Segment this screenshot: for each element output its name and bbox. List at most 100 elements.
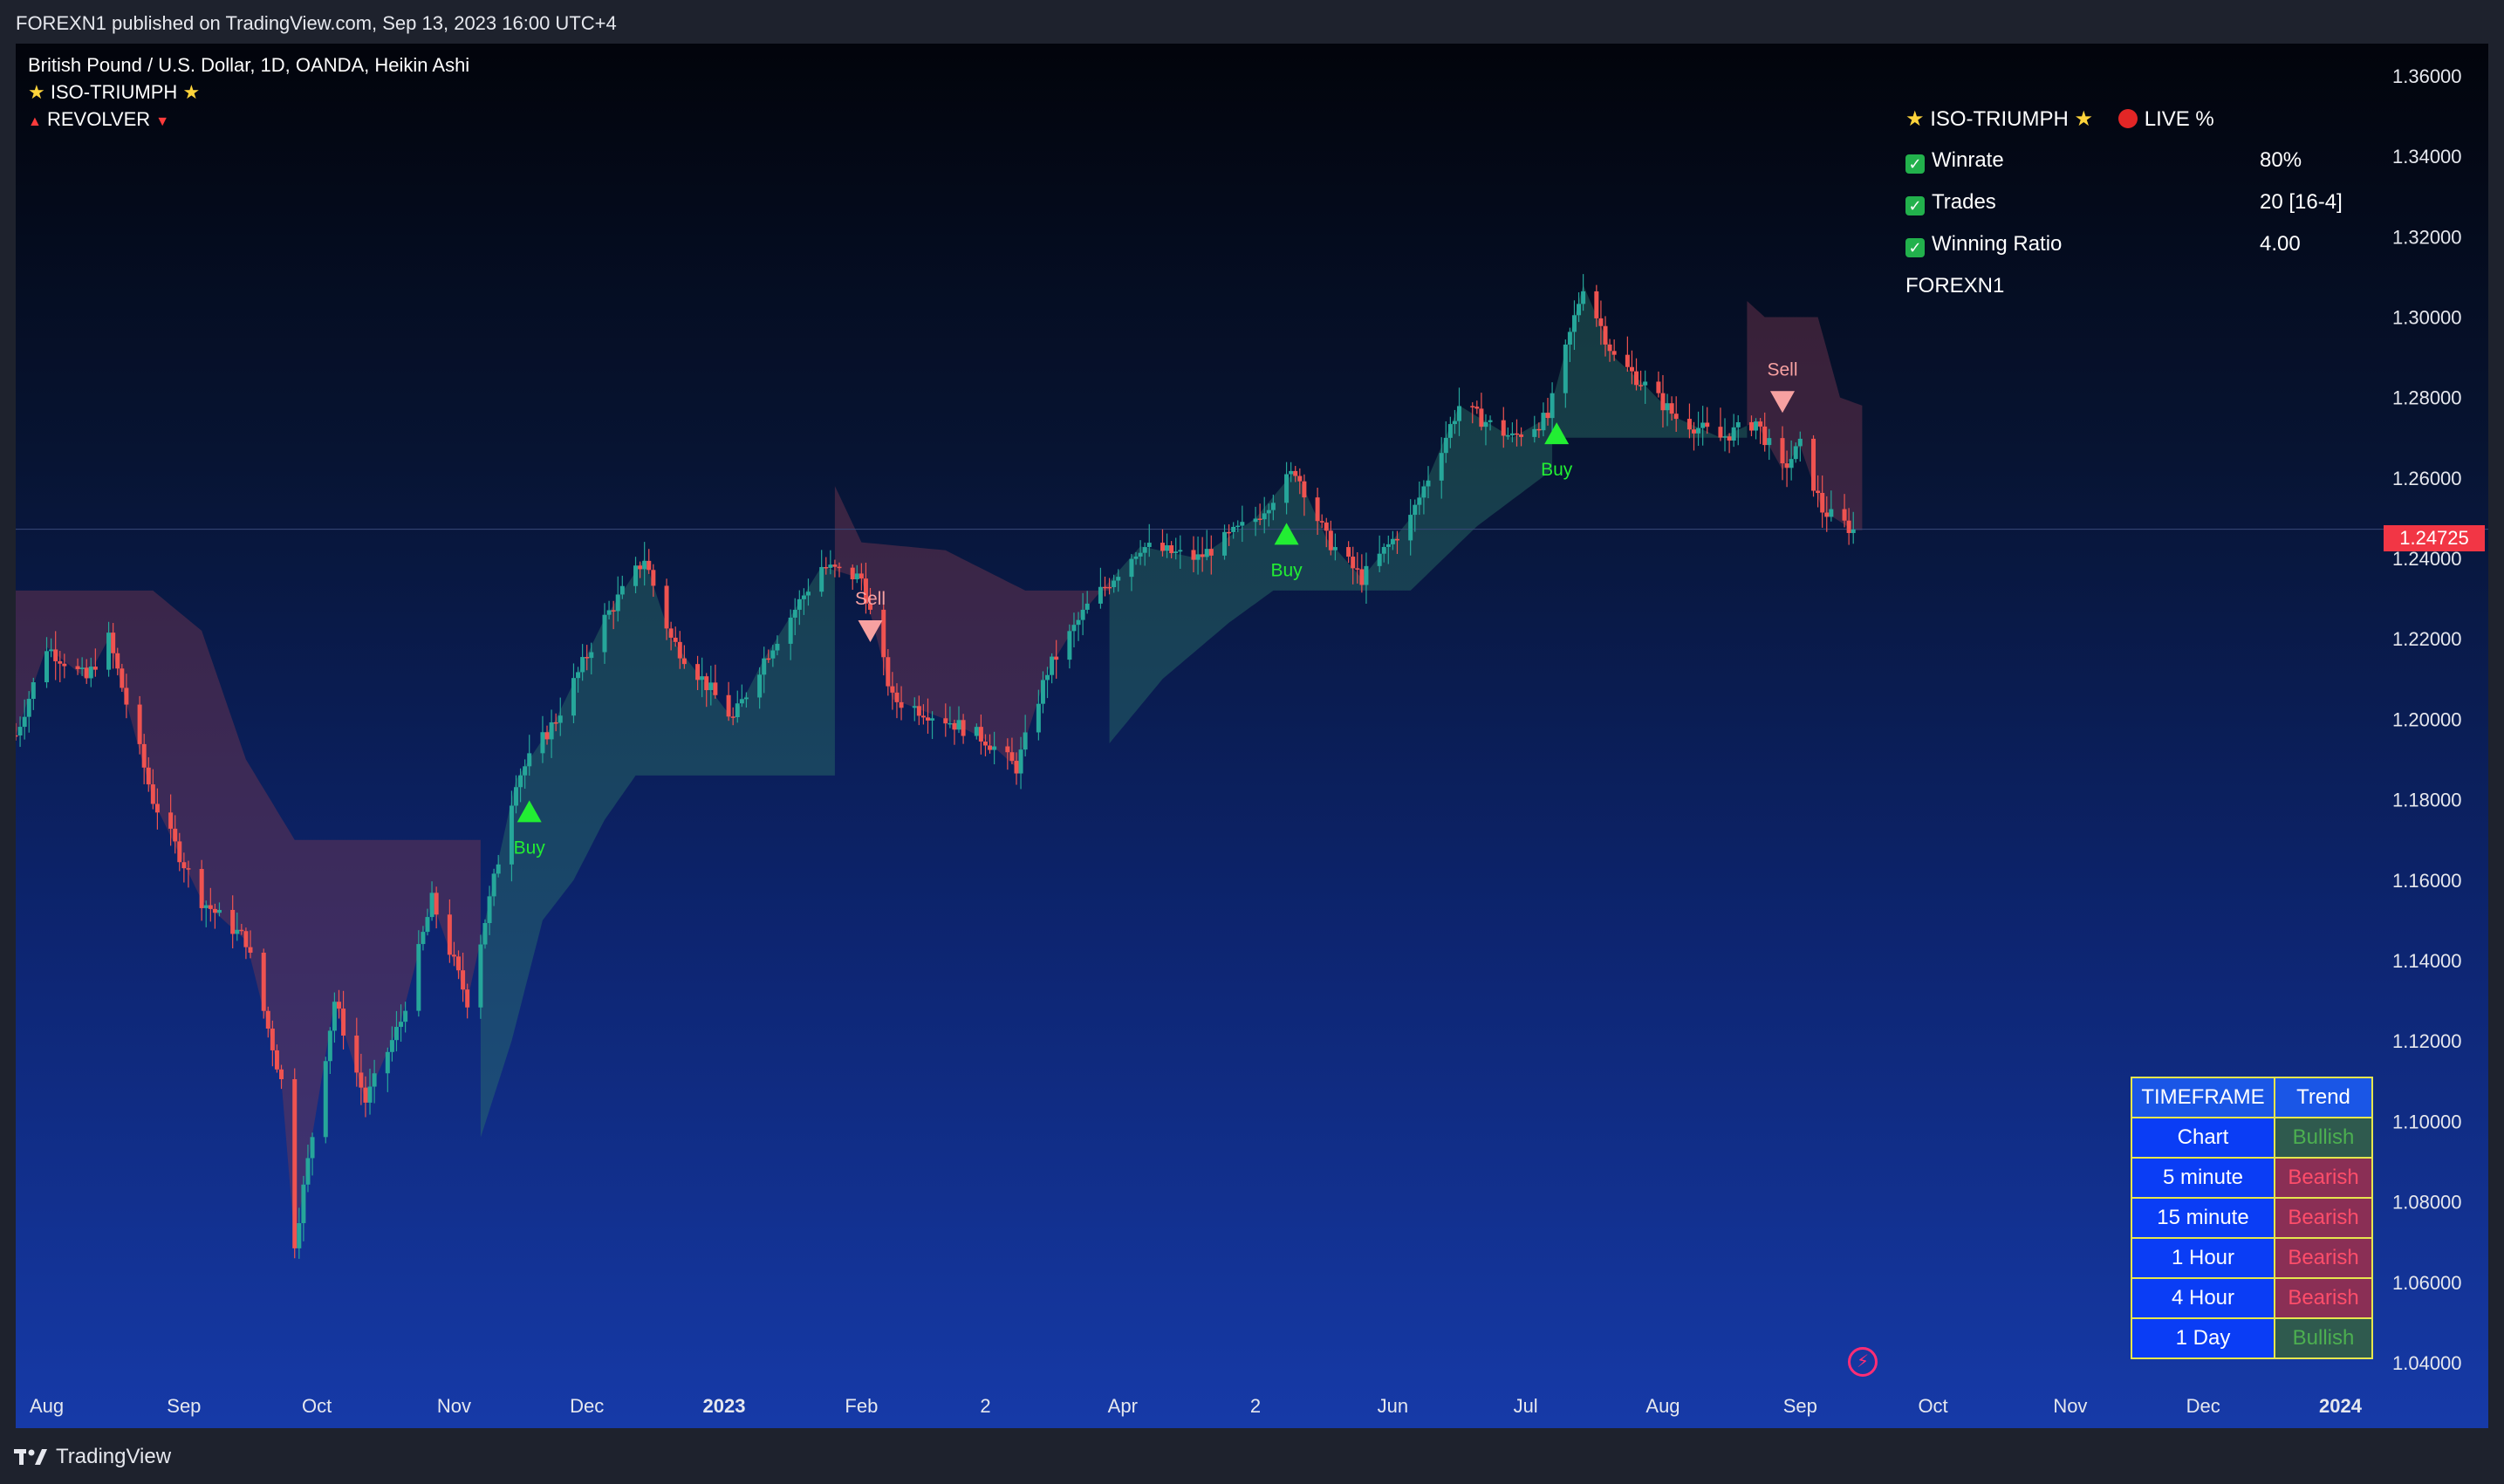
indicator-legend-1[interactable]: ★ ISO-TRIUMPH ★ bbox=[28, 81, 200, 104]
candle-body bbox=[1501, 420, 1506, 436]
y-tick-label: 1.16000 bbox=[2392, 870, 2462, 892]
candle-body bbox=[1731, 427, 1736, 441]
trend-cell: Bearish bbox=[2274, 1277, 2373, 1319]
table-row: 1 Hour Bearish bbox=[2131, 1237, 2373, 1279]
candle-body bbox=[549, 721, 554, 740]
candle-body bbox=[389, 1040, 394, 1052]
indicator-legend-2[interactable]: ▲ REVOLVER ▼ bbox=[28, 108, 169, 131]
candle-body bbox=[1447, 424, 1453, 438]
star-icon: ★ bbox=[1905, 107, 1925, 131]
chart-canvas[interactable]: Buy Sell Buy Buy Sell 1.04000 1.06000 1.08000 1.… bbox=[16, 44, 2488, 1428]
candle-body bbox=[1084, 603, 1090, 610]
lightning-icon[interactable]: ⚡ bbox=[1848, 1347, 1878, 1377]
candle-body bbox=[279, 1069, 284, 1079]
candle-body bbox=[863, 578, 868, 604]
candle-body bbox=[1284, 474, 1290, 503]
x-tick-label: 2 bbox=[980, 1395, 990, 1417]
candle-body bbox=[1262, 513, 1267, 520]
candle-body bbox=[416, 944, 421, 1011]
candle-body bbox=[248, 947, 253, 954]
candle-body bbox=[668, 628, 674, 638]
candle-body bbox=[602, 614, 607, 653]
candle-body bbox=[359, 1072, 364, 1088]
tradingview-logo[interactable]: TradingView bbox=[14, 1445, 171, 1469]
y-tick-label: 1.30000 bbox=[2392, 306, 2462, 328]
x-tick-label: Sep bbox=[167, 1395, 201, 1417]
candle-body bbox=[482, 923, 488, 945]
candle-body bbox=[1656, 381, 1661, 393]
candle-body bbox=[1351, 557, 1356, 569]
candle-body bbox=[1691, 429, 1696, 434]
symbol-legend[interactable]: British Pound / U.S. Dollar, 1D, OANDA, … bbox=[28, 54, 469, 77]
cloud-bear bbox=[834, 486, 1110, 768]
candle-body bbox=[1625, 354, 1630, 367]
trend-cell: Bearish bbox=[2274, 1157, 2373, 1199]
candle-body bbox=[216, 909, 222, 913]
candle-body bbox=[1686, 419, 1692, 430]
chart-area[interactable]: Buy Sell Buy Buy Sell 1.04000 1.06000 1.08000 1.… bbox=[16, 44, 2488, 1428]
candle-body bbox=[730, 716, 735, 718]
candle-body bbox=[124, 687, 129, 705]
candle-body bbox=[385, 1051, 390, 1074]
candle-body bbox=[447, 914, 452, 955]
candle-body bbox=[1165, 545, 1170, 551]
candle-body bbox=[327, 1030, 332, 1062]
candle-body bbox=[1673, 414, 1679, 420]
candle-body bbox=[1550, 393, 1555, 419]
candle-body bbox=[540, 732, 545, 754]
candle-body bbox=[496, 864, 501, 874]
y-tick-label: 1.10000 bbox=[2392, 1111, 2462, 1132]
trend-table-header: TIMEFRAME Trend bbox=[2131, 1077, 2373, 1118]
candle-body bbox=[509, 805, 514, 865]
published-text: FOREXN1 published on TradingView.com, Se… bbox=[16, 12, 617, 34]
candle-body bbox=[1315, 497, 1320, 522]
candle-body bbox=[79, 667, 85, 669]
candle-body bbox=[1014, 761, 1019, 774]
x-tick-label: Sep bbox=[1783, 1395, 1817, 1417]
candle-body bbox=[1842, 509, 1847, 521]
candle-body bbox=[1660, 393, 1666, 411]
table-row: 1 Day Bullish bbox=[2131, 1317, 2373, 1359]
candle-body bbox=[332, 1002, 337, 1031]
star-icon: ★ bbox=[182, 81, 201, 103]
candle-body bbox=[1116, 577, 1121, 581]
candle-body bbox=[1758, 421, 1763, 427]
candle-body bbox=[1195, 554, 1201, 560]
candle-body bbox=[1112, 580, 1117, 588]
candle-body bbox=[1102, 586, 1107, 589]
buy-signal-label: Buy bbox=[514, 838, 546, 858]
candle-body bbox=[1748, 421, 1754, 431]
candle-body bbox=[421, 932, 426, 945]
candle-body bbox=[75, 666, 80, 669]
stat-value: 80% bbox=[2260, 148, 2302, 172]
candle-body bbox=[53, 649, 58, 661]
candle-body bbox=[1208, 549, 1214, 556]
trend-cell: Bullish bbox=[2274, 1117, 2373, 1159]
table-row: 15 minute Bearish bbox=[2131, 1197, 2373, 1239]
candle-body bbox=[1421, 486, 1426, 498]
x-tick-label: Nov bbox=[2053, 1395, 2087, 1417]
candle-body bbox=[106, 633, 112, 670]
candle-body bbox=[354, 1036, 359, 1073]
candle-body bbox=[292, 1078, 298, 1248]
candle-body bbox=[1257, 518, 1262, 520]
candle-body bbox=[1142, 547, 1147, 553]
candle-body bbox=[992, 746, 997, 750]
candle-body bbox=[58, 660, 63, 664]
checkmark-icon: ✓ bbox=[1905, 196, 1925, 215]
candle-body bbox=[580, 657, 585, 673]
candle-body bbox=[1816, 490, 1821, 493]
candle-body bbox=[141, 743, 147, 768]
candle-body bbox=[150, 784, 155, 804]
candle-body bbox=[974, 727, 979, 736]
candle-body bbox=[1563, 344, 1568, 393]
candle-body bbox=[713, 682, 718, 695]
sell-signal-label: Sell bbox=[855, 589, 886, 609]
candle-body bbox=[1231, 526, 1236, 532]
trend-cell: Bearish bbox=[2274, 1197, 2373, 1239]
candle-body bbox=[886, 657, 891, 687]
y-tick-label: 1.12000 bbox=[2392, 1030, 2462, 1052]
candle-body bbox=[1385, 544, 1391, 547]
y-tick-label: 1.32000 bbox=[2392, 226, 2462, 248]
candle-body bbox=[1050, 656, 1055, 675]
